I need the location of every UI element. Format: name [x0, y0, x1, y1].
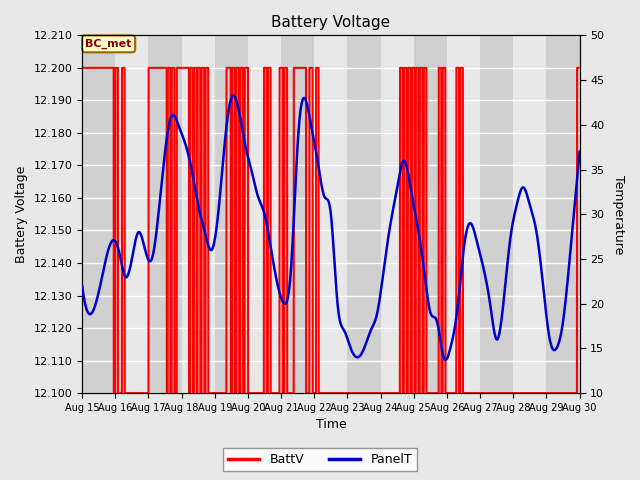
X-axis label: Time: Time — [316, 419, 346, 432]
Text: BC_met: BC_met — [86, 39, 132, 49]
Bar — [215, 36, 248, 393]
Bar — [148, 36, 182, 393]
Bar — [115, 36, 148, 393]
Bar — [82, 36, 115, 393]
Bar — [182, 36, 215, 393]
Bar — [513, 36, 547, 393]
Bar — [381, 36, 414, 393]
Title: Battery Voltage: Battery Voltage — [271, 15, 390, 30]
Bar — [348, 36, 381, 393]
Bar — [547, 36, 580, 393]
Y-axis label: Battery Voltage: Battery Voltage — [15, 166, 28, 263]
Bar — [314, 36, 348, 393]
Bar — [281, 36, 314, 393]
Bar — [480, 36, 513, 393]
Legend: BattV, PanelT: BattV, PanelT — [223, 448, 417, 471]
Bar — [447, 36, 480, 393]
Bar — [248, 36, 281, 393]
Y-axis label: Temperature: Temperature — [612, 175, 625, 254]
Bar — [414, 36, 447, 393]
